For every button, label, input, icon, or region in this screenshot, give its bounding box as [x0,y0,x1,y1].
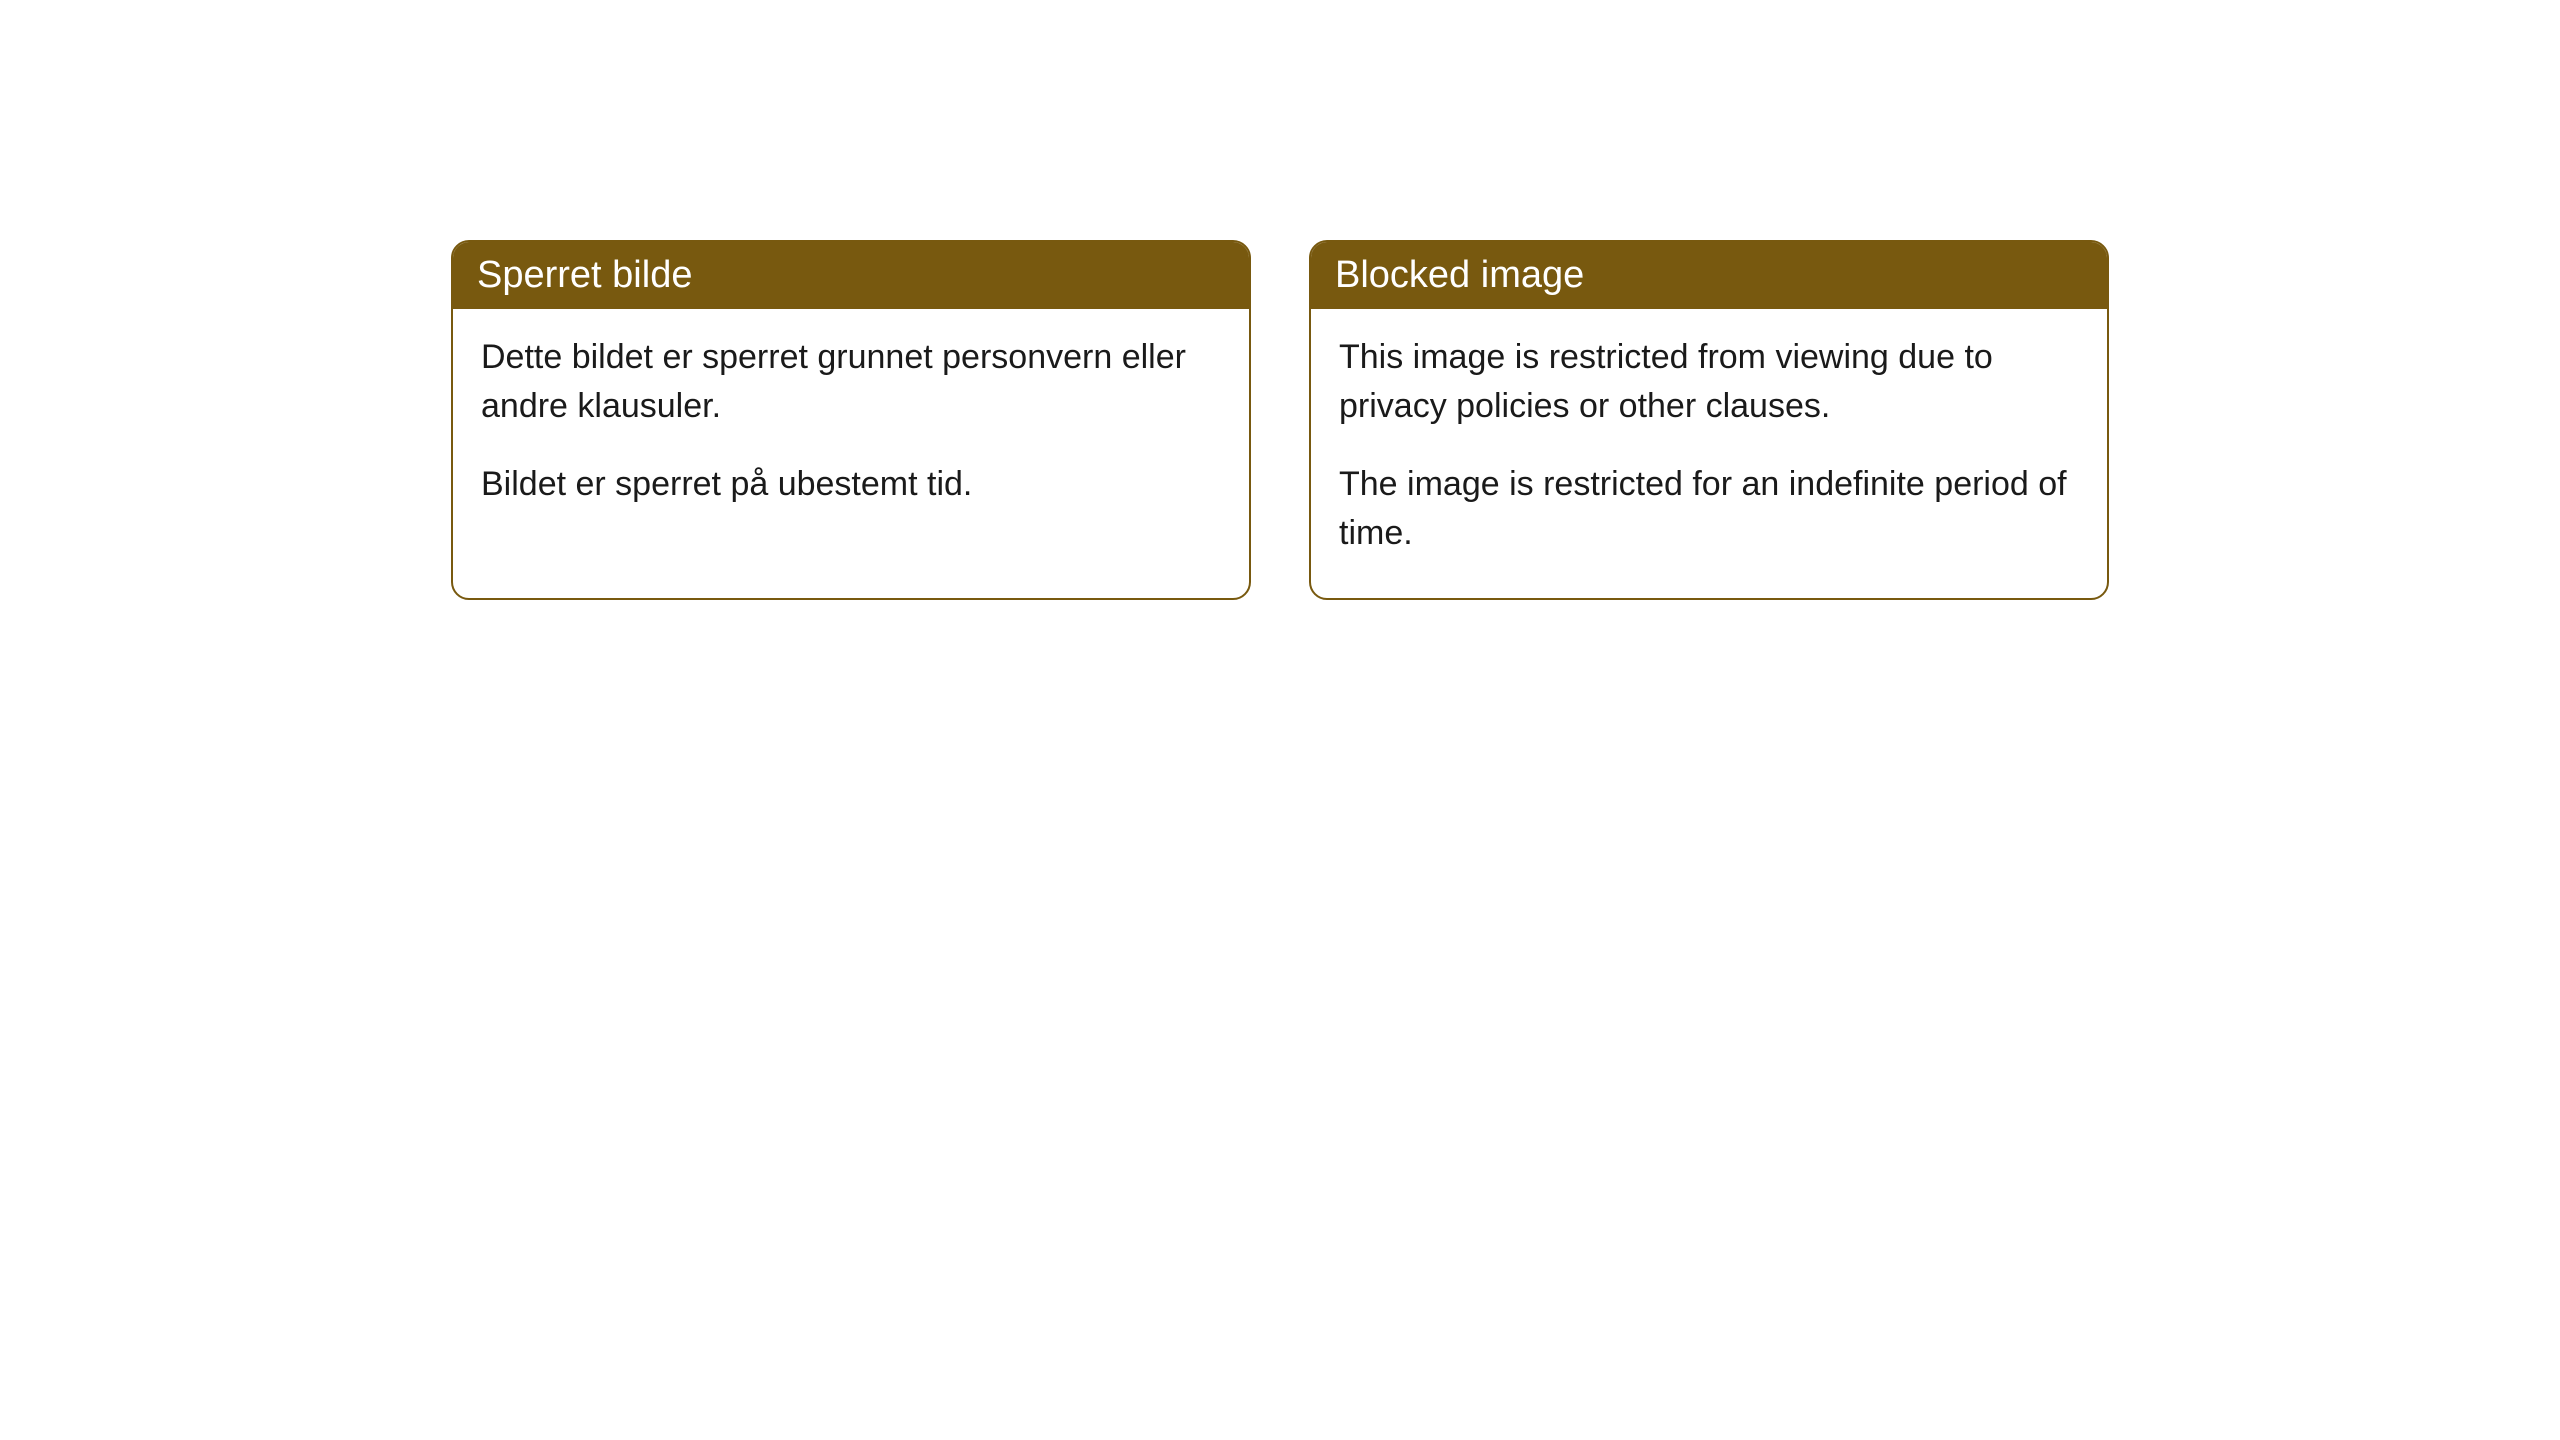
card-paragraph: Bildet er sperret på ubestemt tid. [481,460,1221,509]
card-paragraph: The image is restricted for an indefinit… [1339,460,2079,559]
card-norwegian: Sperret bilde Dette bildet er sperret gr… [451,240,1251,600]
card-paragraph: Dette bildet er sperret grunnet personve… [481,333,1221,432]
card-header-norwegian: Sperret bilde [453,242,1249,309]
card-body-norwegian: Dette bildet er sperret grunnet personve… [453,309,1249,549]
card-title: Sperret bilde [477,254,692,296]
card-paragraph: This image is restricted from viewing du… [1339,333,2079,432]
card-body-english: This image is restricted from viewing du… [1311,309,2107,598]
cards-container: Sperret bilde Dette bildet er sperret gr… [0,240,2560,600]
card-english: Blocked image This image is restricted f… [1309,240,2109,600]
card-header-english: Blocked image [1311,242,2107,309]
card-title: Blocked image [1335,254,1584,296]
